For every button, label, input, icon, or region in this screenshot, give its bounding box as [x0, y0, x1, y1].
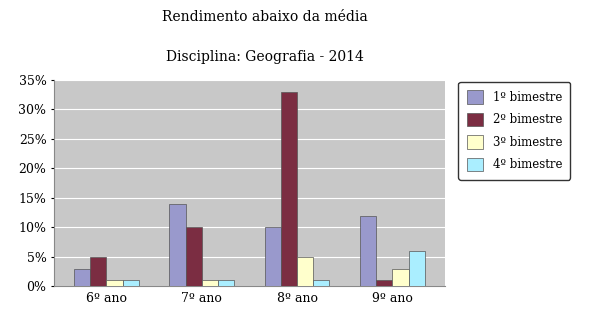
Bar	[264, 227, 281, 286]
Legend: 1º bimestre, 2º bimestre, 3º bimestre, 4º bimestre: 1º bimestre, 2º bimestre, 3º bimestre, 4…	[459, 82, 570, 180]
Bar	[360, 215, 376, 286]
Bar	[90, 257, 106, 286]
Bar	[106, 280, 123, 286]
Bar	[409, 251, 425, 286]
Text: Disciplina: Geografia - 2014: Disciplina: Geografia - 2014	[165, 50, 364, 64]
Bar	[297, 257, 313, 286]
Bar	[376, 280, 392, 286]
Bar	[281, 92, 297, 286]
Text: Rendimento abaixo da média: Rendimento abaixo da média	[162, 10, 367, 24]
Bar	[392, 269, 409, 286]
Bar	[186, 227, 202, 286]
Bar	[202, 280, 218, 286]
Bar	[169, 204, 186, 286]
Bar	[74, 269, 90, 286]
Bar	[123, 280, 139, 286]
Bar	[313, 280, 329, 286]
Bar	[218, 280, 234, 286]
